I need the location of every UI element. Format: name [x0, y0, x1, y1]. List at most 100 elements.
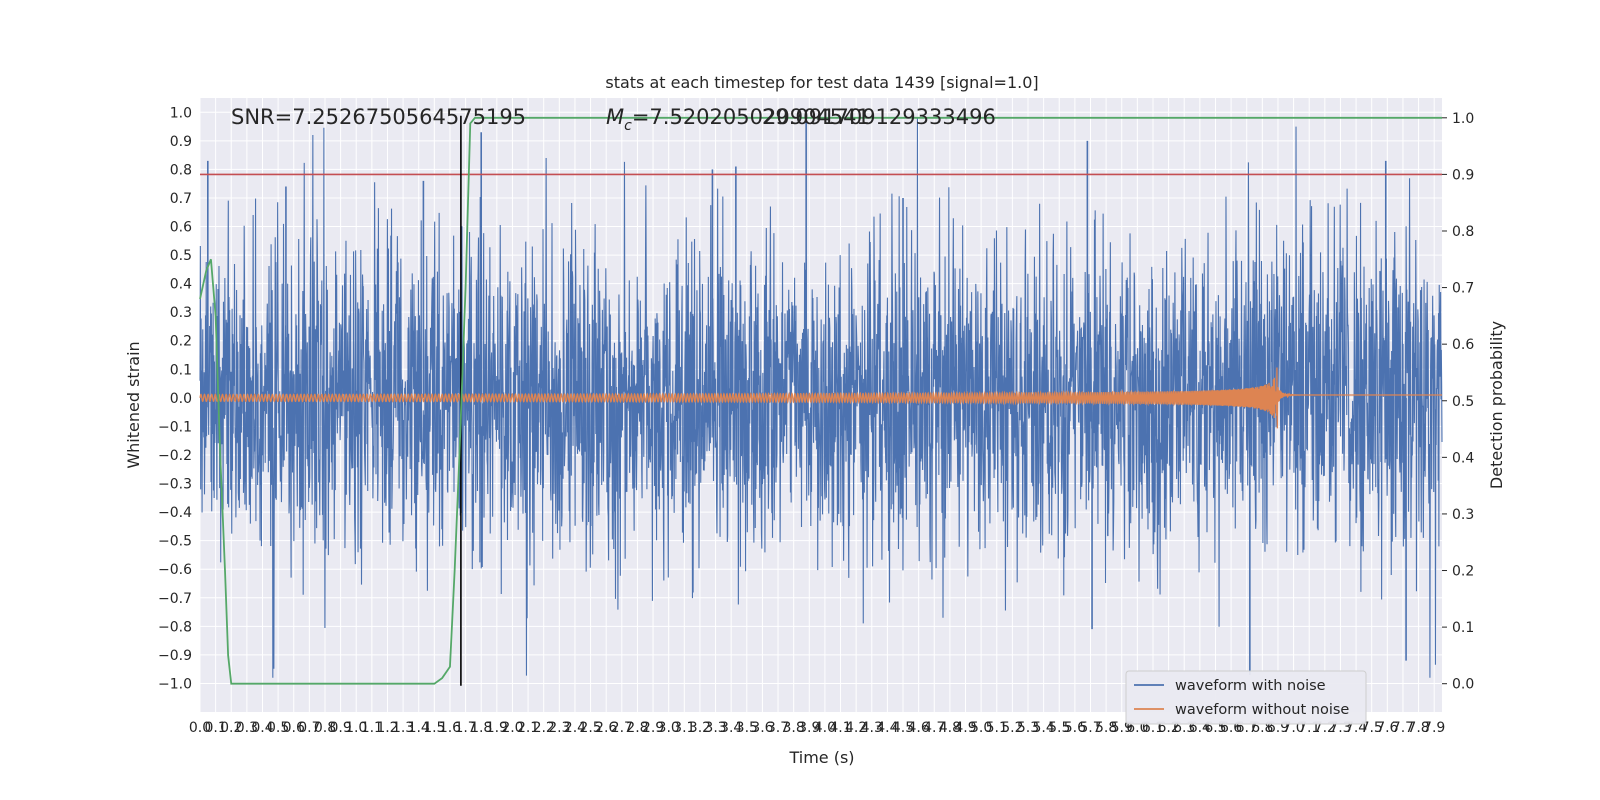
x-tick-label: 2.1	[517, 720, 539, 736]
y-tick-label: 0.3	[170, 305, 192, 321]
right-axis-ticks: 0.0 0.1 0.2 0.3 0.4 0.5 0.6 0.7 0.8 0.9 1.0	[1442, 111, 1474, 693]
y-tick-label: −0.8	[158, 619, 192, 635]
x-tick-label: 0.5	[267, 720, 289, 736]
y-tick-label: 0.1	[170, 362, 192, 378]
x-tick-label: 1.7	[454, 720, 476, 736]
x-tick-label: 2.4	[564, 720, 586, 736]
legend: waveform with noise waveform without noi…	[1125, 670, 1367, 725]
right-tick-label: 0.3	[1452, 507, 1474, 523]
y-tick-label: 0.6	[170, 220, 192, 236]
series-waveform-without-noise	[199, 367, 1442, 429]
x-tick-label: 1.1	[361, 720, 383, 736]
x-tick-label: 5.2	[1001, 720, 1023, 736]
x-tick-label: 5.8	[1095, 720, 1117, 736]
y-tick-label: −0.2	[158, 448, 192, 464]
series-waveform-with-noise	[199, 117, 1443, 678]
x-tick-label: 1.9	[486, 720, 508, 736]
x-tick-label: 3.4	[720, 720, 742, 736]
x-tick-label: 3.9	[798, 720, 820, 736]
y-tick-label: 1.0	[170, 105, 192, 121]
x-tick-label: 3.0	[658, 720, 680, 736]
overlapping-annotation: 29.091709129333496	[762, 105, 996, 129]
x-tick-label: 5.5	[1048, 720, 1070, 736]
x-tick-label: 4.8	[939, 720, 961, 736]
x-tick-label: 2.9	[642, 720, 664, 736]
right-tick-label: 0.5	[1452, 394, 1474, 410]
x-tick-label: 3.5	[736, 720, 758, 736]
x-tick-label: 4.2	[845, 720, 867, 736]
chirp-mass-symbol: M	[606, 105, 624, 129]
x-tick-label: 2.7	[611, 720, 633, 736]
x-tick-label: 4.5	[892, 720, 914, 736]
y-tick-label: 0.5	[170, 248, 192, 264]
x-tick-label: 1.3	[392, 720, 414, 736]
chirp-trace	[199, 367, 1442, 429]
x-tick-label: 3.1	[673, 720, 695, 736]
x-tick-label: 0.9	[329, 720, 351, 736]
y-axis-ticks: −1.0 −0.9 −0.8 −0.7 −0.6 −0.5 −0.4 −0.3 −0.2 −0.1…	[158, 105, 192, 692]
noise-trace	[199, 117, 1443, 678]
legend-box	[1125, 670, 1367, 725]
x-tick-label: 0.7	[298, 720, 320, 736]
legend-label-clean: waveform without noise	[1175, 702, 1349, 718]
x-tick-label: 2.5	[579, 720, 601, 736]
right-tick-label: 0.0	[1452, 677, 1474, 693]
x-tick-label: 2.0	[501, 720, 523, 736]
x-tick-label: 1.5	[423, 720, 445, 736]
probability-trace	[199, 116, 1442, 685]
y-tick-label: 0.2	[170, 334, 192, 350]
y-tick-label: −0.1	[158, 419, 192, 435]
x-tick-label: 0.0	[189, 720, 211, 736]
y-axis-label: Whitened strain	[124, 341, 143, 468]
y-tick-label: −0.4	[158, 505, 192, 521]
right-tick-label: 0.6	[1452, 337, 1474, 353]
y-tick-label: −0.3	[158, 477, 192, 493]
x-tick-label: 3.8	[783, 720, 805, 736]
x-tick-label: 0.8	[314, 720, 336, 736]
x-tick-label: 0.4	[251, 720, 273, 736]
chirp-mass-subscript: c	[624, 118, 632, 134]
right-tick-label: 0.9	[1452, 167, 1474, 183]
x-tick-label: 4.6	[908, 720, 930, 736]
series-detection-probability	[199, 116, 1442, 685]
chart-title: stats at each timestep for test data 143…	[605, 73, 1038, 92]
x-axis-label: Time (s)	[788, 748, 854, 767]
right-tick-label: 0.7	[1452, 281, 1474, 297]
x-tick-label: 3.6	[751, 720, 773, 736]
x-tick-label: 3.2	[689, 720, 711, 736]
x-tick-label: 4.4	[876, 720, 898, 736]
x-tick-label: 4.9	[954, 720, 976, 736]
x-tick-label: 1.2	[376, 720, 398, 736]
x-tick-label: 5.3	[1017, 720, 1039, 736]
x-tick-label: 3.3	[704, 720, 726, 736]
x-tick-label: 7.9	[1423, 720, 1445, 736]
x-tick-label: 2.6	[595, 720, 617, 736]
x-tick-label: 7.5	[1361, 720, 1383, 736]
y-tick-label: −0.5	[158, 534, 192, 550]
x-tick-label: 5.6	[1064, 720, 1086, 736]
legend-label-noise: waveform with noise	[1175, 678, 1326, 694]
x-tick-label: 2.3	[548, 720, 570, 736]
x-tick-label: 4.1	[829, 720, 851, 736]
x-tick-label: 7.6	[1376, 720, 1398, 736]
right-tick-label: 0.4	[1452, 450, 1474, 466]
right-tick-label: 1.0	[1452, 111, 1474, 127]
x-tick-label: 3.7	[767, 720, 789, 736]
x-tick-label: 0.1	[204, 720, 226, 736]
x-tick-label: 5.0	[970, 720, 992, 736]
x-tick-label: 5.7	[1079, 720, 1101, 736]
x-tick-label: 7.7	[1392, 720, 1414, 736]
x-tick-label: 2.2	[533, 720, 555, 736]
right-tick-label: 0.8	[1452, 224, 1474, 240]
y-tick-label: 0.4	[170, 277, 192, 293]
snr-annotation: SNR=7.2526750564575195	[231, 105, 526, 129]
x-tick-label: 4.7	[923, 720, 945, 736]
x-tick-label: 1.0	[345, 720, 367, 736]
y-tick-label: 0.0	[170, 391, 192, 407]
chirp-mass-annotation: Mc=7.520205020904541	[606, 105, 870, 134]
y-tick-label: 0.9	[170, 134, 192, 150]
x-tick-label: 7.8	[1407, 720, 1429, 736]
x-tick-label: 1.4	[408, 720, 430, 736]
right-tick-label: 0.2	[1452, 564, 1474, 580]
